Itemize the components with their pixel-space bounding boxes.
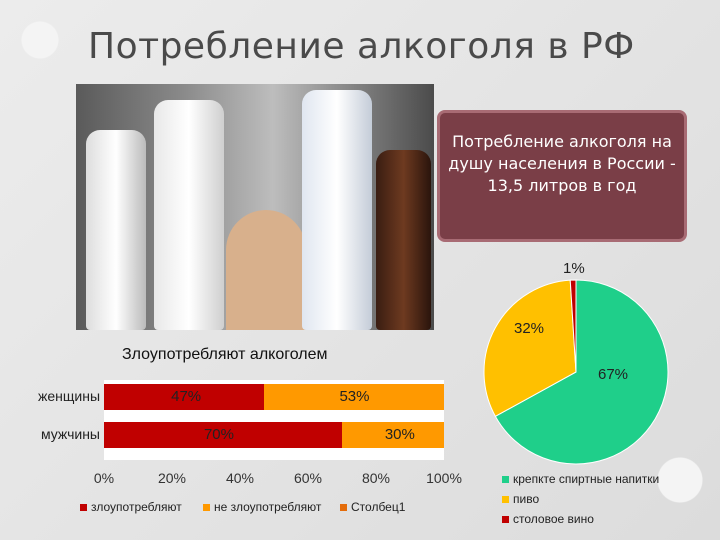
face xyxy=(226,210,306,330)
pie-legend-item: крепкте спиртные напитки xyxy=(502,472,659,486)
pie-slice-strong xyxy=(494,279,669,465)
legend-label: пиво xyxy=(513,492,540,506)
legend-swatch xyxy=(340,503,347,511)
bar-abuse xyxy=(104,422,342,448)
bar-category-label: женщины xyxy=(37,388,100,404)
legend-swatch xyxy=(80,503,87,511)
pie-data-label: 1% xyxy=(563,260,585,277)
legend-label: Столбец1 xyxy=(351,500,406,514)
legend-label: крепкте спиртные напитки xyxy=(513,472,660,486)
legend-label: столовое вино xyxy=(513,512,594,526)
bottle-4 xyxy=(376,150,431,330)
pie-slice-beer xyxy=(483,279,577,418)
x-tick-label: 20% xyxy=(157,470,187,486)
legend-label: злоупотребляют xyxy=(91,500,182,514)
bar-legend-item: злоупотребляют xyxy=(80,500,182,514)
bar-abuse xyxy=(104,384,264,410)
bottle-3 xyxy=(302,90,372,330)
bar-legend-item: Столбец1 xyxy=(340,500,405,514)
legend-swatch xyxy=(502,495,509,503)
pie-legend-item: столовое вино xyxy=(502,512,594,526)
legend-swatch xyxy=(203,503,210,511)
x-tick-label: 60% xyxy=(293,470,323,486)
x-tick-label: 40% xyxy=(225,470,255,486)
x-tick-label: 100% xyxy=(426,470,462,486)
bottle-1 xyxy=(86,130,146,330)
bar-legend-item: не злоупотребляют xyxy=(203,500,321,514)
bar-category-label: мужчины xyxy=(40,426,100,442)
pie-data-label: 32% xyxy=(514,320,545,337)
legend-swatch xyxy=(502,475,509,483)
photo-bottles xyxy=(76,84,434,330)
bottle-2 xyxy=(154,100,224,330)
page-title: Потребление алкоголя в РФ xyxy=(88,26,635,67)
pie-slice-wine xyxy=(569,279,577,373)
pie-data-label: 67% xyxy=(598,366,629,383)
bar-data-label: 53% xyxy=(339,388,370,405)
bar-data-label: 47% xyxy=(171,388,202,405)
x-tick-label: 0% xyxy=(93,470,115,486)
legend-label: не злоупотребляют xyxy=(214,500,322,514)
pie-legend-item: пиво xyxy=(502,492,539,506)
bar-data-label: 70% xyxy=(203,426,234,443)
bar-data-label: 30% xyxy=(384,426,415,443)
bar-no-abuse xyxy=(342,422,444,448)
bar-chart-plot: 47% 53% 70% 30% xyxy=(104,380,444,460)
bar-no-abuse xyxy=(263,384,444,410)
legend-swatch xyxy=(502,515,509,523)
callout-consumption: Потребление алкоголя на душу населения в… xyxy=(437,110,687,242)
bar-chart-title: Злоупотребляют алкоголем xyxy=(122,346,328,363)
x-tick-label: 80% xyxy=(361,470,391,486)
